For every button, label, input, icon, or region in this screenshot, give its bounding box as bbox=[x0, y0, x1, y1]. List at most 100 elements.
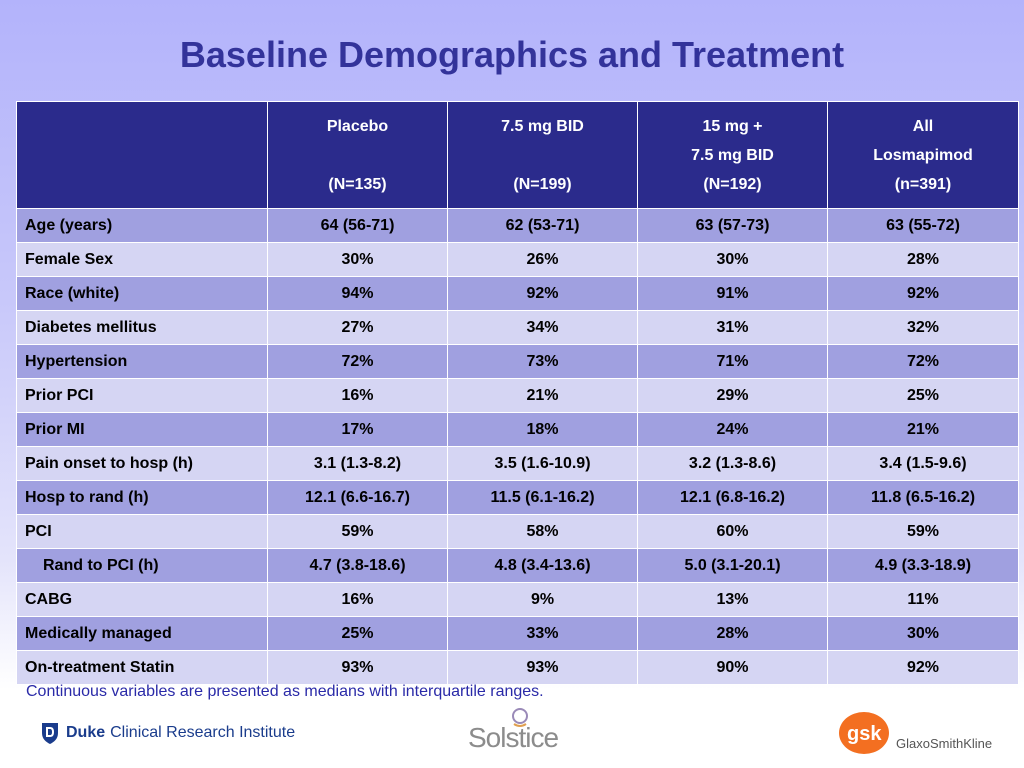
row-label: On-treatment Statin bbox=[16, 650, 268, 685]
table-cell: 32% bbox=[827, 310, 1019, 345]
table-cell: 92% bbox=[827, 276, 1019, 311]
table-cell: 62 (53-71) bbox=[447, 208, 638, 243]
row-label: Female Sex bbox=[16, 242, 268, 277]
demographics-table: Placebo (N=135) 7.5 mg BID (N=199) 15 mg… bbox=[16, 101, 1019, 685]
row-label: Hypertension bbox=[16, 344, 268, 379]
header-line: (n=391) bbox=[894, 176, 952, 193]
table-cell: 24% bbox=[637, 412, 828, 447]
table-cell: 72% bbox=[267, 344, 448, 379]
table-cell: 21% bbox=[447, 378, 638, 413]
duke-shield-icon bbox=[42, 723, 58, 744]
gsk-badge-text: gsk bbox=[847, 723, 882, 745]
table-cell: 3.5 (1.6-10.9) bbox=[447, 446, 638, 481]
duke-logo: Duke Clinical Research Institute bbox=[40, 720, 295, 746]
header-line: (N=135) bbox=[328, 176, 387, 193]
table-cell: 4.7 (3.8-18.6) bbox=[267, 548, 448, 583]
table-cell: 63 (55-72) bbox=[827, 208, 1019, 243]
table-row: Hypertension 72% 73% 71% 72% bbox=[16, 344, 1019, 379]
table-cell: 93% bbox=[267, 650, 448, 685]
table-cell: 31% bbox=[637, 310, 828, 345]
table-cell: 9% bbox=[447, 582, 638, 617]
table-cell: 30% bbox=[267, 242, 448, 277]
table-row: Hosp to rand (h) 12.1 (6.6-16.7) 11.5 (6… bbox=[16, 480, 1019, 515]
header-line: 7.5 mg BID bbox=[501, 118, 584, 135]
header-placebo: Placebo (N=135) bbox=[267, 101, 448, 209]
header-line: Losmapimod bbox=[873, 147, 973, 164]
table-cell: 94% bbox=[267, 276, 448, 311]
row-label: Rand to PCI (h) bbox=[16, 548, 268, 583]
table-cell: 12.1 (6.8-16.2) bbox=[637, 480, 828, 515]
row-label: PCI bbox=[16, 514, 268, 549]
table-cell: 63 (57-73) bbox=[637, 208, 828, 243]
row-label: Diabetes mellitus bbox=[16, 310, 268, 345]
table-cell: 18% bbox=[447, 412, 638, 447]
table-cell: 93% bbox=[447, 650, 638, 685]
row-label: Race (white) bbox=[16, 276, 268, 311]
table-cell: 64 (56-71) bbox=[267, 208, 448, 243]
header-corner-cell bbox=[16, 101, 268, 209]
header-line: 15 mg + bbox=[702, 118, 763, 135]
table-cell: 11.5 (6.1-16.2) bbox=[447, 480, 638, 515]
header-line: (N=192) bbox=[703, 176, 762, 193]
table-cell: 3.1 (1.3-8.2) bbox=[267, 446, 448, 481]
solstice-sun-icon bbox=[512, 708, 528, 727]
header-all-losmapimod: All Losmapimod (n=391) bbox=[827, 101, 1019, 209]
table-row: Rand to PCI (h) 4.7 (3.8-18.6) 4.8 (3.4-… bbox=[16, 548, 1019, 583]
table-cell: 16% bbox=[267, 378, 448, 413]
table-row: Diabetes mellitus 27% 34% 31% 32% bbox=[16, 310, 1019, 345]
header-line: All bbox=[912, 118, 934, 135]
table-row: Prior MI 17% 18% 24% 21% bbox=[16, 412, 1019, 447]
table-cell: 73% bbox=[447, 344, 638, 379]
row-label: Prior MI bbox=[16, 412, 268, 447]
table-cell: 3.2 (1.3-8.6) bbox=[637, 446, 828, 481]
table-cell: 34% bbox=[447, 310, 638, 345]
gsk-logo-name: GlaxoSmithKline bbox=[896, 735, 993, 751]
table-cell: 92% bbox=[827, 650, 1019, 685]
table-row: CABG 16% 9% 13% 11% bbox=[16, 582, 1019, 617]
table-row: Race (white) 94% 92% 91% 92% bbox=[16, 276, 1019, 311]
table-cell: 12.1 (6.6-16.7) bbox=[267, 480, 448, 515]
table-cell: 27% bbox=[267, 310, 448, 345]
row-label: Pain onset to hosp (h) bbox=[16, 446, 268, 481]
table-cell: 71% bbox=[637, 344, 828, 379]
table-cell: 58% bbox=[447, 514, 638, 549]
header-line: Placebo bbox=[326, 118, 389, 135]
table-cell: 3.4 (1.5-9.6) bbox=[827, 446, 1019, 481]
table-row: Pain onset to hosp (h) 3.1 (1.3-8.2) 3.5… bbox=[16, 446, 1019, 481]
table-row: Female Sex 30% 26% 30% 28% bbox=[16, 242, 1019, 277]
table-cell: 30% bbox=[827, 616, 1019, 651]
duke-logo-subtitle: Clinical Research Institute bbox=[110, 724, 296, 741]
table-row: PCI 59% 58% 60% 59% bbox=[16, 514, 1019, 549]
table-cell: 17% bbox=[267, 412, 448, 447]
header-line: (N=199) bbox=[513, 176, 572, 193]
table-header-row: Placebo (N=135) 7.5 mg BID (N=199) 15 mg… bbox=[16, 101, 1019, 209]
header-line bbox=[276, 141, 439, 170]
table-cell: 72% bbox=[827, 344, 1019, 379]
header-7-5mg: 7.5 mg BID (N=199) bbox=[447, 101, 638, 209]
gsk-logo: gsk GlaxoSmithKline bbox=[838, 710, 992, 756]
table-cell: 60% bbox=[637, 514, 828, 549]
table-cell: 91% bbox=[637, 276, 828, 311]
table-row: Prior PCI 16% 21% 29% 25% bbox=[16, 378, 1019, 413]
table-cell: 13% bbox=[637, 582, 828, 617]
footnote: Continuous variables are presented as me… bbox=[26, 683, 544, 700]
duke-logo-name: Duke bbox=[66, 724, 106, 741]
table-cell: 25% bbox=[267, 616, 448, 651]
solstice-logo: Solstice bbox=[466, 706, 566, 758]
table-row: On-treatment Statin 93% 93% 90% 92% bbox=[16, 650, 1019, 685]
table-row: Medically managed 25% 33% 28% 30% bbox=[16, 616, 1019, 651]
table-cell: 90% bbox=[637, 650, 828, 685]
row-label: CABG bbox=[16, 582, 268, 617]
row-label: Hosp to rand (h) bbox=[16, 480, 268, 515]
table-cell: 26% bbox=[447, 242, 638, 277]
table-cell: 28% bbox=[637, 616, 828, 651]
table-cell: 11.8 (6.5-16.2) bbox=[827, 480, 1019, 515]
table-cell: 16% bbox=[267, 582, 448, 617]
table-cell: 30% bbox=[637, 242, 828, 277]
header-line: 7.5 mg BID bbox=[691, 147, 774, 164]
header-15mg: 15 mg + 7.5 mg BID (N=192) bbox=[637, 101, 828, 209]
table-cell: 21% bbox=[827, 412, 1019, 447]
table-cell: 59% bbox=[267, 514, 448, 549]
table-cell: 33% bbox=[447, 616, 638, 651]
table-cell: 25% bbox=[827, 378, 1019, 413]
